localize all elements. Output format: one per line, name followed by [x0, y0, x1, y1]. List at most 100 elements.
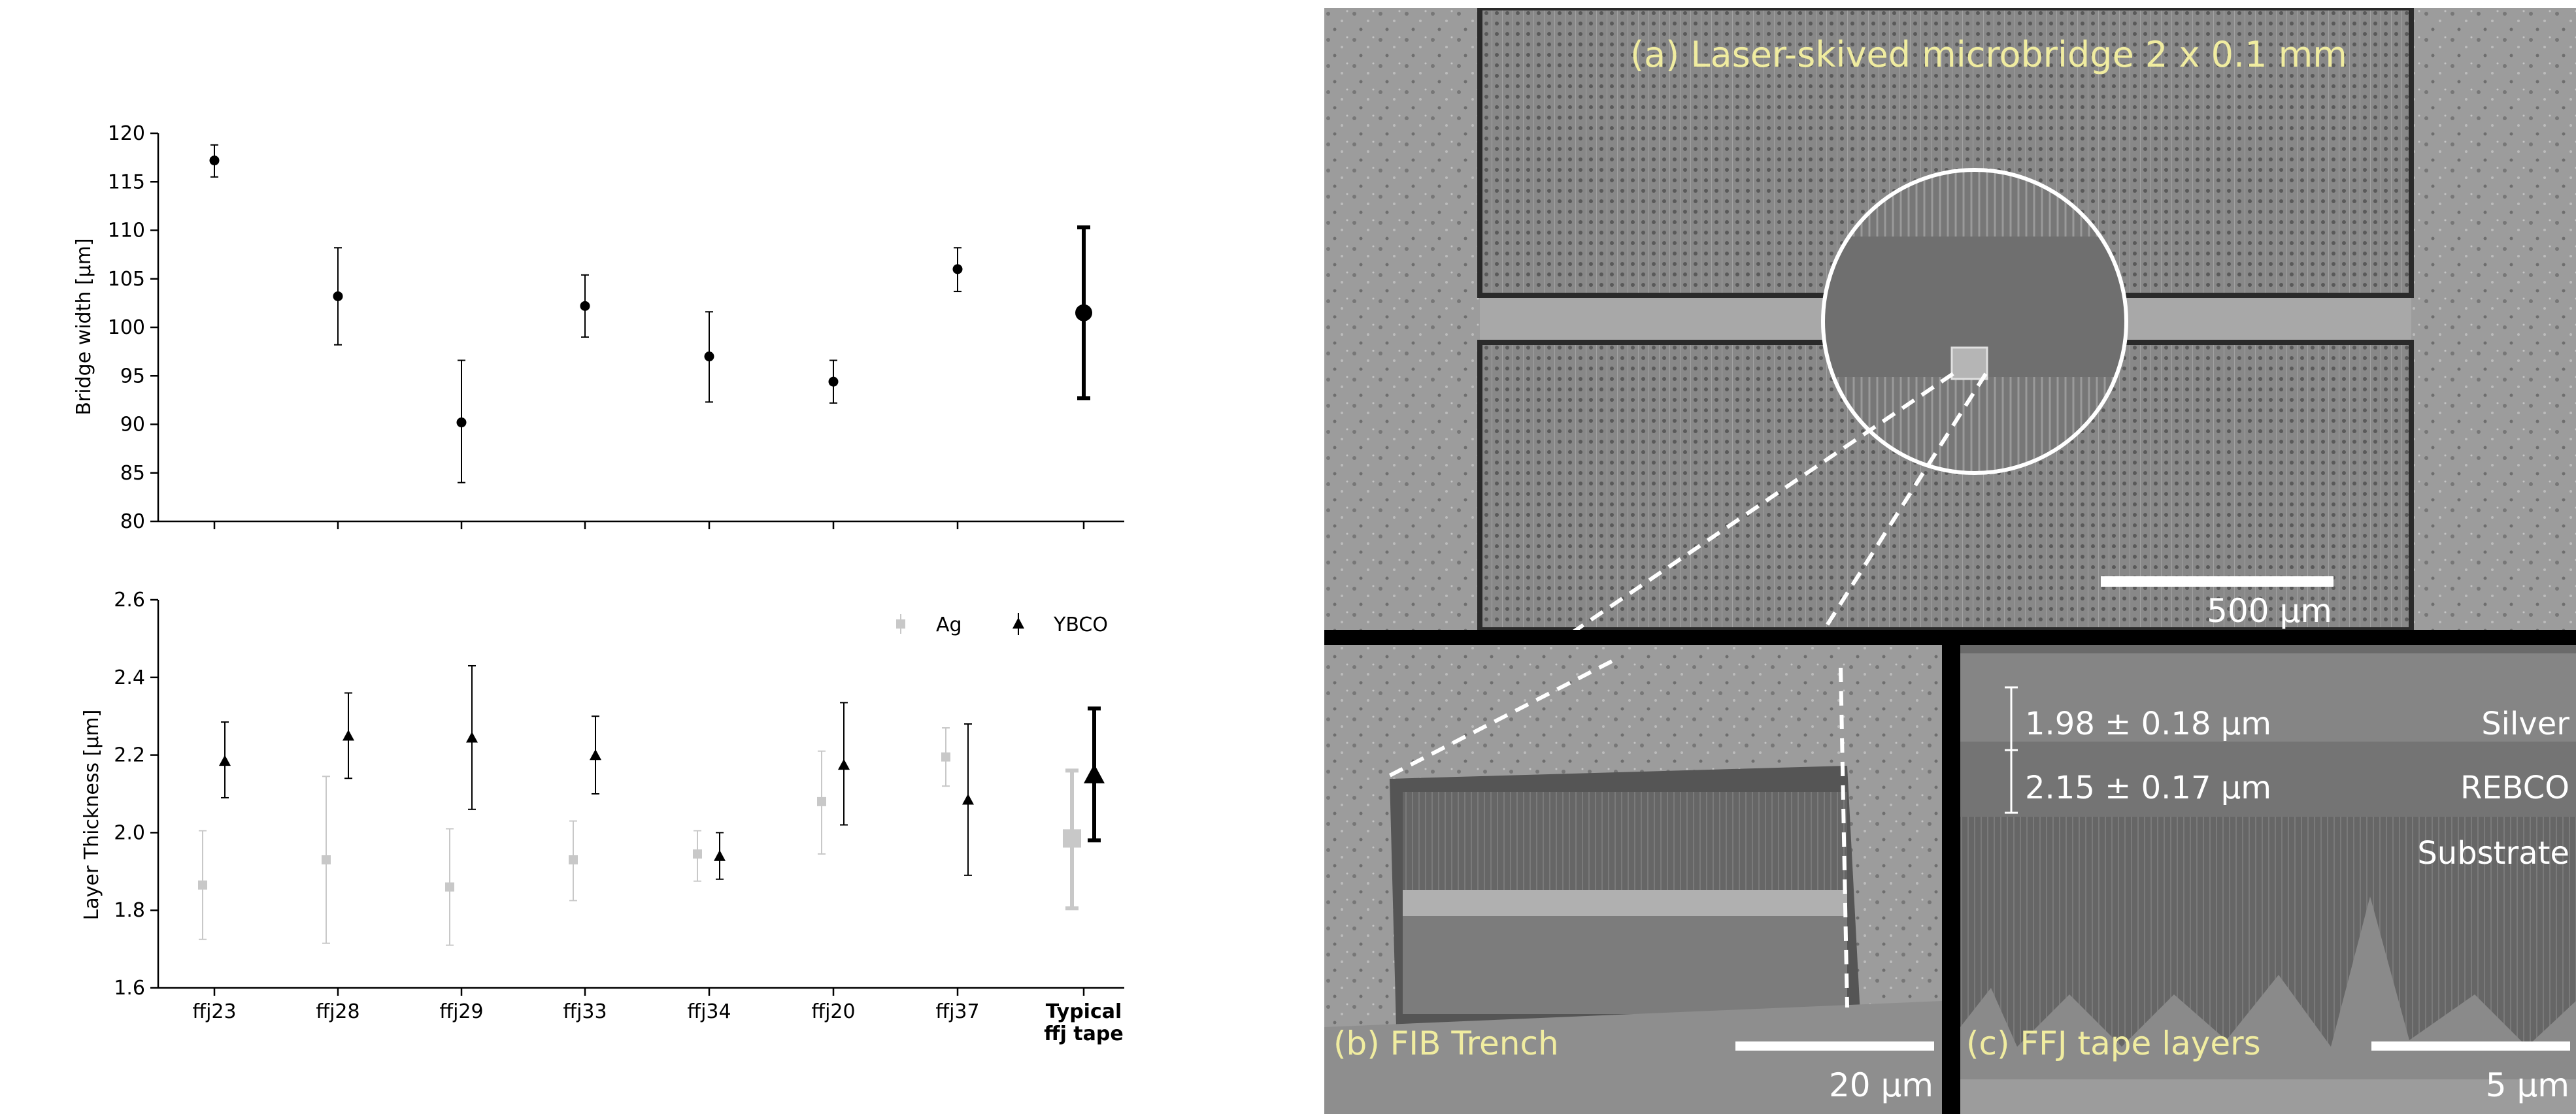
legend: Ag YBCO	[896, 613, 1108, 636]
sem-micrographs: (a) Laser-skived microbridge 2 x 0.1 mm …	[1324, 8, 2576, 1114]
x-tick-label: Typical	[1046, 1000, 1122, 1023]
layer-thickness-series	[198, 664, 1105, 946]
y-tick-label: 2.6	[114, 589, 145, 612]
zoom-line-right-continued	[1839, 667, 1849, 1008]
data-point	[828, 376, 839, 387]
y-tick-label: 80	[120, 510, 145, 533]
data-point	[466, 731, 478, 743]
x-tick-label: ffj20	[811, 1000, 855, 1023]
data-point	[714, 850, 726, 861]
rebco-thickness: 2.15 ± 0.17 µm	[2025, 770, 2271, 806]
data-point	[209, 156, 220, 166]
panel-c-bottom-surface	[1960, 1079, 2576, 1114]
panel-b-foreground	[1324, 1001, 1942, 1114]
layer-thickness-y-ticks: 1.6 1.8 2.0 2.2 2.4 2.6	[114, 589, 158, 1000]
panel-a-caption: (a) Laser-skived microbridge 2 x 0.1 mm	[1630, 34, 2347, 75]
panel-c-scale-label: 5 µm	[2486, 1066, 2569, 1104]
y-tick-label: 110	[108, 220, 145, 242]
data-point	[941, 752, 950, 762]
data-point	[590, 749, 601, 761]
zoom-line-left-continued	[1388, 659, 1613, 778]
data-point	[219, 755, 231, 766]
panel-c-caption: (c) FFJ tape layers	[1966, 1024, 2261, 1062]
data-point	[817, 796, 826, 806]
y-tick-label: 1.6	[114, 977, 145, 1000]
panel-divider-vertical	[1942, 645, 1960, 1114]
x-tick-label: ffj28	[316, 1000, 360, 1023]
substrate-grains	[1960, 896, 2576, 1114]
panel-a-scale-bar	[2101, 576, 2333, 587]
panel-c: 1.98 ± 0.18 µm 2.15 ± 0.17 µm Silver REB…	[1960, 645, 2576, 1114]
legend-ag: Ag	[896, 614, 962, 636]
legend-ybco-label: YBCO	[1053, 614, 1108, 636]
data-point	[322, 855, 331, 864]
data-point	[445, 882, 454, 892]
data-point	[580, 301, 590, 311]
data-point	[198, 880, 207, 890]
data-point	[962, 793, 974, 805]
trench-wall	[1403, 792, 1847, 890]
data-point	[693, 849, 702, 859]
data-point	[333, 291, 343, 301]
zoom-lens	[1821, 168, 2128, 475]
x-tick-label: ffj34	[687, 1000, 731, 1023]
data-point	[343, 729, 354, 741]
legend-ag-label: Ag	[936, 614, 962, 636]
panel-b-scale-label: 20 µm	[1829, 1066, 1933, 1104]
y-tick-label: 1.8	[114, 899, 145, 922]
layer-thickness-chart: Layer Thickness [μm] 1.61.82.02.22.42.6 …	[80, 589, 1124, 1045]
y-tick-label: 2.2	[114, 744, 145, 767]
panel-c-scale-bar	[2371, 1041, 2570, 1051]
bridge-width-series	[209, 144, 1092, 483]
panel-a-scale-label: 500 µm	[2207, 592, 2332, 630]
panel-b-scale-bar	[1735, 1041, 1934, 1051]
panel-divider-horizontal	[1324, 632, 2576, 645]
silver-thickness: 1.98 ± 0.18 µm	[2025, 706, 2271, 742]
bridge-width-y-ticks: 80 85 90 95 100 105 110 115 120	[108, 122, 158, 533]
x-tick-label: ffj33	[563, 1000, 607, 1023]
silver-layer	[1960, 653, 2576, 742]
y-tick-label: 85	[120, 462, 145, 485]
layer-thickness-y-label: Layer Thickness [μm]	[80, 710, 103, 921]
data-point	[838, 759, 850, 770]
data-point	[704, 352, 714, 362]
panel-b-caption: (b) FIB Trench	[1333, 1024, 1559, 1062]
x-tick-label: ffj tape	[1044, 1023, 1123, 1045]
y-tick-label: 115	[108, 171, 145, 193]
data-point	[569, 855, 578, 864]
legend-ag-marker	[896, 619, 905, 629]
data-point	[1084, 764, 1105, 783]
data-point	[1063, 829, 1081, 848]
y-tick-label: 100	[108, 316, 145, 339]
zoom-line-left	[1573, 372, 1954, 630]
layer-label-rebco: REBCO	[2460, 770, 2569, 806]
legend-ybco: YBCO	[1012, 613, 1108, 636]
x-tick-label: ffj23	[192, 1000, 236, 1023]
y-tick-label: 2.0	[114, 821, 145, 844]
thickness-brackets	[2005, 686, 2018, 814]
rebco-layer	[1960, 742, 2576, 817]
bridge-width-x-ticks	[213, 521, 1085, 529]
y-tick-label: 2.4	[114, 666, 145, 689]
panel-a: (a) Laser-skived microbridge 2 x 0.1 mm …	[1324, 8, 2576, 630]
charts-area: Bridge width [μm] 80 85 90 95 100 105 110 115 12…	[73, 122, 1124, 1045]
legend-ybco-marker	[1012, 617, 1024, 629]
trench-floor	[1403, 890, 1847, 916]
data-point	[952, 264, 963, 274]
layer-label-silver: Silver	[2481, 706, 2569, 742]
zoom-line-right	[1822, 372, 1988, 630]
layer-thickness-x-ticks: ffj23 ffj28 ffj29 ffj33 ffj34 ffj20 ffj37 Typic…	[192, 988, 1124, 1045]
y-tick-label: 120	[108, 122, 145, 145]
fib-site-marker	[1950, 346, 1988, 380]
x-tick-label: ffj29	[439, 1000, 483, 1023]
bridge-width-y-label: Bridge width [μm]	[73, 238, 95, 415]
data-point	[456, 418, 467, 428]
panel-b: (b) FIB Trench 20 µm	[1324, 645, 1942, 1114]
bridge-width-chart: Bridge width [μm] 80 85 90 95 100 105 110 115 12…	[73, 122, 1124, 533]
data-point	[1075, 304, 1092, 321]
y-tick-label: 105	[108, 268, 145, 291]
y-tick-label: 95	[120, 365, 145, 387]
x-tick-label: ffj37	[935, 1000, 979, 1023]
layer-label-substrate: Substrate	[2417, 835, 2569, 872]
trench-debris	[1403, 916, 1847, 1014]
